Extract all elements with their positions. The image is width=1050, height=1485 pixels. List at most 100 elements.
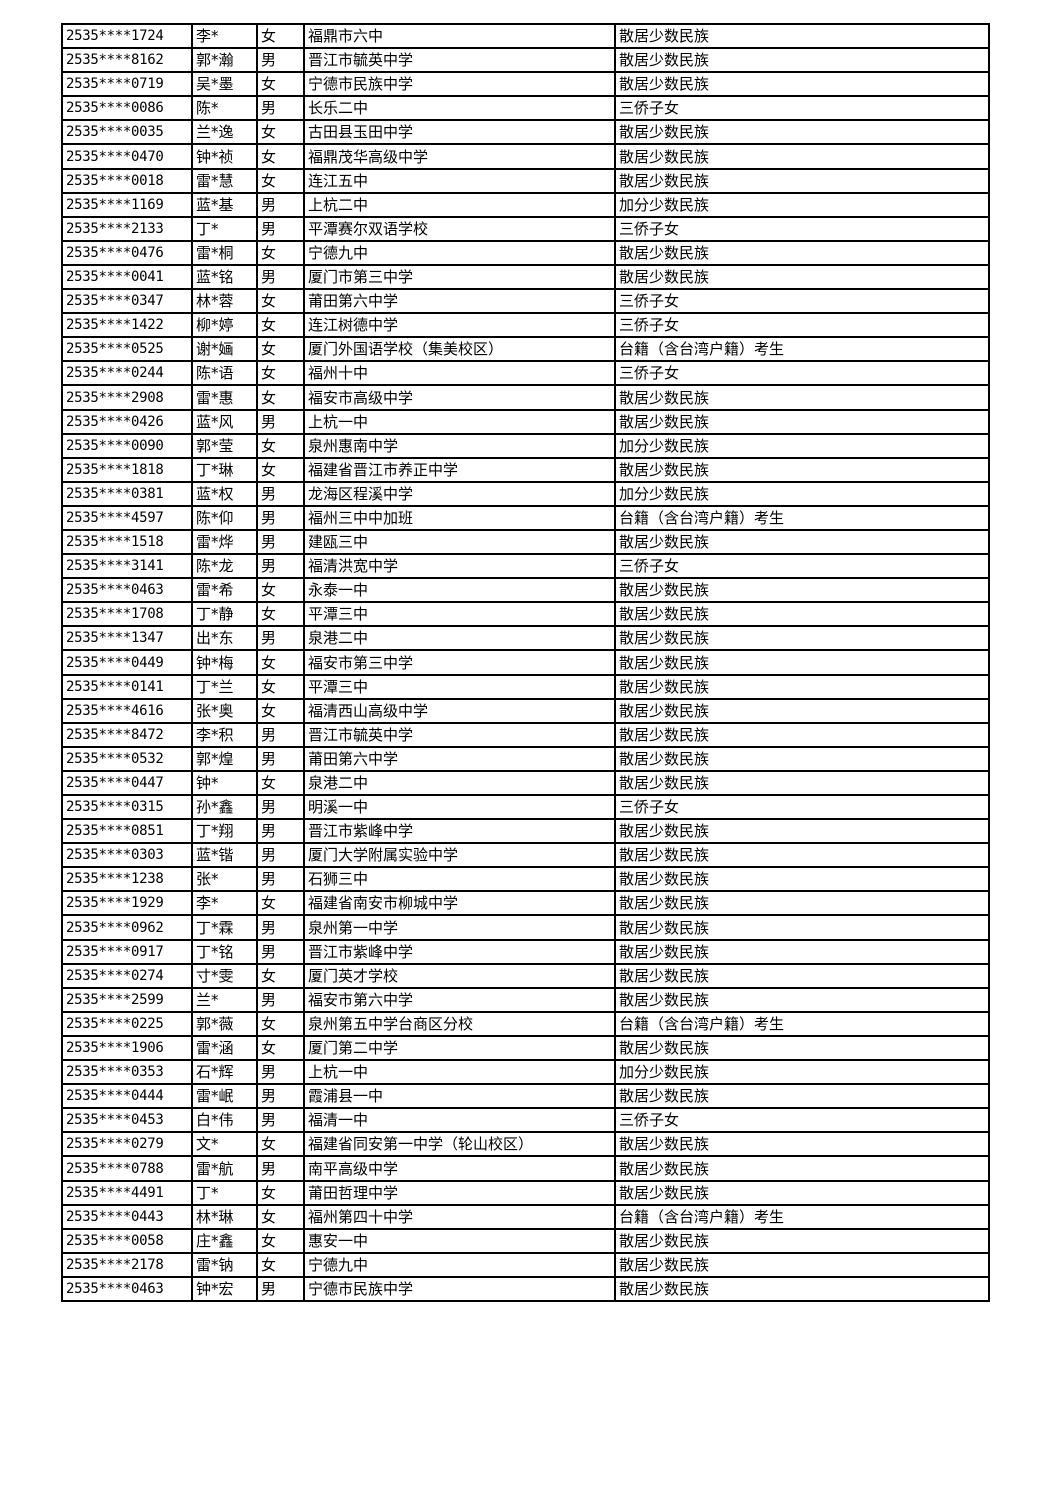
- name-cell: 庄*鑫: [191, 1227, 258, 1254]
- table-row: 2535****0851 丁*翔男晋江市紫峰中学 散居少数民族: [61, 818, 990, 845]
- school-cell: 晋江市紫峰中学: [303, 938, 616, 965]
- name-cell: 雷*桐: [191, 239, 258, 266]
- name-cell: 张*奥: [191, 697, 258, 724]
- category-cell: 散居少数民族: [614, 263, 990, 291]
- table-row: 2535****0447 钟* 女泉港二中 散居少数民族: [61, 769, 990, 797]
- category-cell: 散居少数民族: [614, 673, 990, 700]
- candidate-id-cell: 2535****0443: [61, 1203, 193, 1230]
- gender-cell: 女: [256, 456, 305, 483]
- school-cell: 厦门英才学校: [303, 962, 616, 989]
- name-cell: 郭*薇: [191, 1010, 258, 1037]
- candidate-id-cell: 2535****0347: [61, 288, 193, 315]
- gender-cell: 女: [256, 577, 305, 604]
- name-cell: 丁*霖: [191, 914, 258, 941]
- candidate-id-cell: 2535****0353: [61, 1059, 193, 1086]
- candidate-id-cell: 2535****2133: [61, 215, 193, 242]
- candidate-id-cell: 2535****0447: [61, 769, 193, 797]
- gender-cell: 女: [256, 288, 305, 315]
- candidate-id-cell: 2535****2599: [61, 986, 193, 1013]
- table-row: 2535****3141 陈*龙男福清洪宽中学 三侨子女: [61, 553, 990, 580]
- category-cell: 散居少数民族: [614, 938, 990, 965]
- gender-cell: 女: [256, 649, 305, 676]
- gender-cell: 女: [256, 336, 305, 363]
- gender-cell: 男: [256, 1275, 305, 1302]
- gender-cell: 女: [256, 312, 305, 339]
- gender-cell: 女: [256, 1179, 305, 1206]
- table-row: 2535****0225 郭*薇女泉州第五中学台商区分校 台籍（含台湾户籍）考生: [61, 1010, 990, 1037]
- gender-cell: 女: [256, 1010, 305, 1037]
- category-cell: 散居少数民族: [614, 1155, 990, 1182]
- table-row: 2535****1238 张* 男石狮三中 散居少数民族: [61, 866, 990, 893]
- table-row: 2535****0353 石*辉男上杭一中 加分少数民族: [61, 1059, 990, 1086]
- category-cell: 加分少数民族: [614, 480, 990, 507]
- category-cell: 加分少数民族: [614, 1059, 990, 1086]
- name-cell: 丁*: [191, 215, 258, 242]
- candidate-id-cell: 2535****1818: [61, 456, 193, 483]
- category-cell: 散居少数民族: [614, 1131, 990, 1158]
- candidate-id-cell: 2535****0279: [61, 1131, 193, 1158]
- candidate-id-cell: 2535****4491: [61, 1179, 193, 1206]
- gender-cell: 女: [256, 143, 305, 170]
- name-cell: 雷*钠: [191, 1251, 258, 1278]
- gender-cell: 女: [256, 962, 305, 989]
- school-cell: 惠安一中: [303, 1227, 616, 1254]
- category-cell: 散居少数民族: [614, 769, 990, 797]
- name-cell: 蓝*基: [191, 191, 258, 218]
- candidate-id-cell: 2535****1422: [61, 312, 193, 339]
- candidate-id-cell: 2535****1238: [61, 866, 193, 893]
- name-cell: 兰*逸: [191, 119, 258, 146]
- category-cell: 台籍（含台湾户籍）考生: [614, 1203, 990, 1230]
- name-cell: 出*东: [191, 625, 258, 652]
- table-row: 2535****1724 李* 女福鼎市六中 散居少数民族: [61, 22, 990, 50]
- category-cell: 散居少数民族: [614, 22, 990, 50]
- school-cell: 福建省南安市柳城中学: [303, 890, 616, 917]
- school-cell: 建瓯三中: [303, 528, 616, 556]
- table-row: 2535****0453 白*伟男福清一中 三侨子女: [61, 1107, 990, 1134]
- name-cell: 郭*煌: [191, 745, 258, 772]
- category-cell: 散居少数民族: [614, 1034, 990, 1062]
- school-cell: 福清一中: [303, 1107, 616, 1134]
- candidate-id-cell: 2535****3141: [61, 553, 193, 580]
- school-cell: 宁德九中: [303, 239, 616, 266]
- category-cell: 散居少数民族: [614, 119, 990, 146]
- gender-cell: 男: [256, 480, 305, 507]
- table-row: 2535****1708 丁*静女平潭三中 散居少数民族: [61, 601, 990, 628]
- school-cell: 永泰一中: [303, 577, 616, 604]
- candidate-id-cell: 2535****0315: [61, 793, 193, 821]
- name-cell: 谢*婳: [191, 336, 258, 363]
- table-row: 2535****0381 蓝*权男龙海区程溪中学 加分少数民族: [61, 480, 990, 507]
- category-cell: 散居少数民族: [614, 1227, 990, 1254]
- name-cell: 石*辉: [191, 1059, 258, 1086]
- gender-cell: 女: [256, 601, 305, 628]
- table-row: 2535****0719 吴*墨女宁德市民族中学 散居少数民族: [61, 71, 990, 98]
- name-cell: 钟*梅: [191, 649, 258, 676]
- candidate-id-cell: 2535****0719: [61, 71, 193, 98]
- candidate-id-cell: 2535****0058: [61, 1227, 193, 1254]
- table-row: 2535****8472 李*积男晋江市毓英中学 散居少数民族: [61, 721, 990, 748]
- candidate-id-cell: 2535****0453: [61, 1107, 193, 1134]
- school-cell: 宁德九中: [303, 1251, 616, 1278]
- category-cell: 散居少数民族: [614, 1083, 990, 1110]
- table-row: 2535****0041 蓝*铭男厦门市第三中学 散居少数民族: [61, 263, 990, 291]
- gender-cell: 女: [256, 1227, 305, 1254]
- candidate-id-cell: 2535****0035: [61, 119, 193, 146]
- name-cell: 寸*雯: [191, 962, 258, 989]
- name-cell: 丁*翔: [191, 818, 258, 845]
- table-row: 2535****0279 文* 女福建省同安第一中学（轮山校区） 散居少数民族: [61, 1131, 990, 1158]
- name-cell: 林*蓉: [191, 288, 258, 315]
- school-cell: 厦门市第三中学: [303, 263, 616, 291]
- gender-cell: 男: [256, 191, 305, 218]
- gender-cell: 女: [256, 432, 305, 459]
- table-row: 2535****0303 蓝*锴男厦门大学附属实验中学 散居少数民族: [61, 842, 990, 869]
- name-cell: 丁*: [191, 1179, 258, 1206]
- category-cell: 散居少数民族: [614, 456, 990, 483]
- table-row: 2535****0917 丁*铭男晋江市紫峰中学 散居少数民族: [61, 938, 990, 965]
- table-row: 2535****2599 兰* 男福安市第六中学 散居少数民族: [61, 986, 990, 1013]
- name-cell: 李*: [191, 890, 258, 917]
- table-row: 2535****0035 兰*逸女古田县玉田中学 散居少数民族: [61, 119, 990, 146]
- school-cell: 福安市第三中学: [303, 649, 616, 676]
- category-cell: 散居少数民族: [614, 577, 990, 604]
- candidate-id-cell: 2535****0532: [61, 745, 193, 772]
- candidate-id-cell: 2535****0090: [61, 432, 193, 459]
- candidate-id-cell: 2535****0463: [61, 577, 193, 604]
